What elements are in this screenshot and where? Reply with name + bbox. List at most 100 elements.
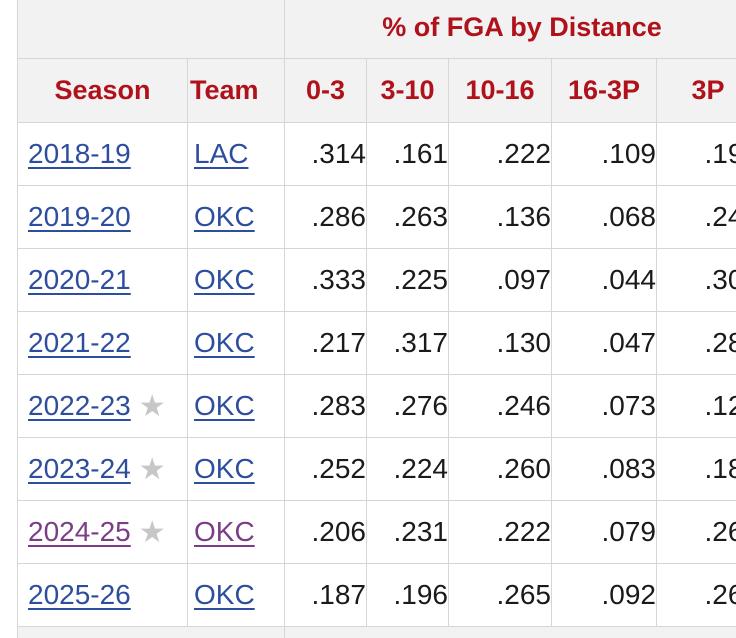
season-cell: 2024-25 ★ — [17, 500, 188, 564]
pct-10-16-cell: .260 — [448, 437, 552, 501]
pct-3-10-cell: .224 — [366, 437, 449, 501]
pct-10-16-cell: .097 — [448, 248, 552, 312]
pct-16-3p-cell: .073 — [551, 374, 657, 438]
column-header-0-3[interactable]: 0-3 — [284, 58, 367, 123]
team-link[interactable]: OKC — [194, 327, 255, 358]
pct-10-16-cell: .130 — [448, 311, 552, 375]
season-cell: 2025-26 — [17, 563, 188, 627]
pct-16-3p-cell: .092 — [551, 563, 657, 627]
all-star-icon: ★ — [138, 515, 166, 549]
pct-16-3p-cell: .068 — [551, 185, 657, 249]
team-cell: OKC — [187, 185, 285, 249]
pct-3p-cell: .260 — [656, 563, 736, 627]
table-row: 2019-20 OKC .286.263.136.068.247 — [17, 185, 736, 249]
table-body: 2018-19LAC.314.161.222.109.1942019-20OKC… — [17, 122, 736, 627]
pct-3p-cell: .263 — [656, 500, 736, 564]
pct-3-10-cell: .317 — [366, 311, 449, 375]
team-cell: OKC — [187, 563, 285, 627]
team-cell: OKC — [187, 500, 285, 564]
season-cell: 2018-19 — [17, 122, 188, 186]
pct-16-3p-cell: .109 — [551, 122, 657, 186]
pct-3p-cell: .181 — [656, 437, 736, 501]
fga-distance-table: % of FGA by Distance Season Team 0-3 3-1… — [17, 0, 736, 638]
pct-3-10-cell: .161 — [366, 122, 449, 186]
column-header-3p[interactable]: 3P — [656, 58, 736, 123]
season-link[interactable]: 2023-24 — [28, 452, 131, 484]
team-link[interactable]: OKC — [194, 264, 255, 295]
pct-3p-cell: .122 — [656, 374, 736, 438]
pct-0-3-cell: .333 — [284, 248, 367, 312]
season-link[interactable]: 2024-25 — [28, 515, 131, 547]
column-header-3-10[interactable]: 3-10 — [366, 58, 449, 123]
team-link[interactable]: OKC — [194, 579, 255, 610]
team-link[interactable]: OKC — [194, 390, 255, 421]
season-link[interactable]: 2021-22 — [28, 327, 131, 358]
table-row: 2021-22 OKC .217.317.130.047.282 — [17, 311, 736, 375]
pct-10-16-cell: .246 — [448, 374, 552, 438]
pct-0-3-cell: .187 — [284, 563, 367, 627]
pct-0-3-cell: .283 — [284, 374, 367, 438]
all-star-icon: ★ — [138, 389, 166, 423]
footer-cell — [17, 626, 285, 638]
season-cell: 2021-22 — [17, 311, 188, 375]
pct-3-10-cell: .225 — [366, 248, 449, 312]
footer-cell — [284, 626, 736, 638]
column-header-team[interactable]: Team — [187, 58, 285, 123]
group-header-row: % of FGA by Distance — [17, 0, 736, 59]
season-link[interactable]: 2022-23 — [28, 389, 131, 421]
team-link[interactable]: OKC — [194, 516, 255, 547]
group-header-fga-distance: % of FGA by Distance — [284, 0, 736, 59]
team-cell: OKC — [187, 311, 285, 375]
team-cell: LAC — [187, 122, 285, 186]
pct-16-3p-cell: .047 — [551, 311, 657, 375]
pct-3p-cell: .194 — [656, 122, 736, 186]
pct-3p-cell: .282 — [656, 311, 736, 375]
table-row: 2020-21 OKC .333.225.097.044.301 — [17, 248, 736, 312]
season-cell: 2023-24 ★ — [17, 437, 188, 501]
pct-3-10-cell: .276 — [366, 374, 449, 438]
pct-10-16-cell: .136 — [448, 185, 552, 249]
column-header-season[interactable]: Season — [17, 58, 188, 123]
table-row: 2023-24★OKC.252.224.260.083.181 — [17, 437, 736, 501]
season-link[interactable]: 2020-21 — [28, 264, 131, 295]
pct-0-3-cell: .314 — [284, 122, 367, 186]
column-header-row: Season Team 0-3 3-10 10-16 16-3P 3P — [17, 58, 736, 123]
pct-0-3-cell: .252 — [284, 437, 367, 501]
season-cell: 2022-23 ★ — [17, 374, 188, 438]
table-row: 2022-23★OKC.283.276.246.073.122 — [17, 374, 736, 438]
team-cell: OKC — [187, 437, 285, 501]
team-link[interactable]: OKC — [194, 453, 255, 484]
table-footer-row — [17, 626, 736, 638]
pct-3p-cell: .247 — [656, 185, 736, 249]
team-cell: OKC — [187, 374, 285, 438]
pct-16-3p-cell: .079 — [551, 500, 657, 564]
team-link[interactable]: LAC — [194, 138, 249, 169]
pct-3-10-cell: .263 — [366, 185, 449, 249]
table-row: 2018-19 LAC .314.161.222.109.194 — [17, 122, 736, 186]
pct-3-10-cell: .196 — [366, 563, 449, 627]
pct-10-16-cell: .265 — [448, 563, 552, 627]
table-row: 2025-26 OKC .187.196.265.092.260 — [17, 563, 736, 627]
pct-3-10-cell: .231 — [366, 500, 449, 564]
season-link[interactable]: 2019-20 — [28, 201, 131, 232]
team-cell: OKC — [187, 248, 285, 312]
group-header-blank — [17, 0, 285, 59]
pct-16-3p-cell: .044 — [551, 248, 657, 312]
team-link[interactable]: OKC — [194, 201, 255, 232]
all-star-icon: ★ — [138, 452, 166, 486]
pct-0-3-cell: .286 — [284, 185, 367, 249]
season-link[interactable]: 2018-19 — [28, 138, 131, 169]
season-cell: 2019-20 — [17, 185, 188, 249]
season-link[interactable]: 2025-26 — [28, 579, 131, 610]
pct-10-16-cell: .222 — [448, 500, 552, 564]
pct-0-3-cell: .217 — [284, 311, 367, 375]
table-row: 2024-25★OKC.206.231.222.079.263 — [17, 500, 736, 564]
column-header-16-3p[interactable]: 16-3P — [551, 58, 657, 123]
pct-0-3-cell: .206 — [284, 500, 367, 564]
season-cell: 2020-21 — [17, 248, 188, 312]
pct-3p-cell: .301 — [656, 248, 736, 312]
column-header-10-16[interactable]: 10-16 — [448, 58, 552, 123]
pct-16-3p-cell: .083 — [551, 437, 657, 501]
pct-10-16-cell: .222 — [448, 122, 552, 186]
